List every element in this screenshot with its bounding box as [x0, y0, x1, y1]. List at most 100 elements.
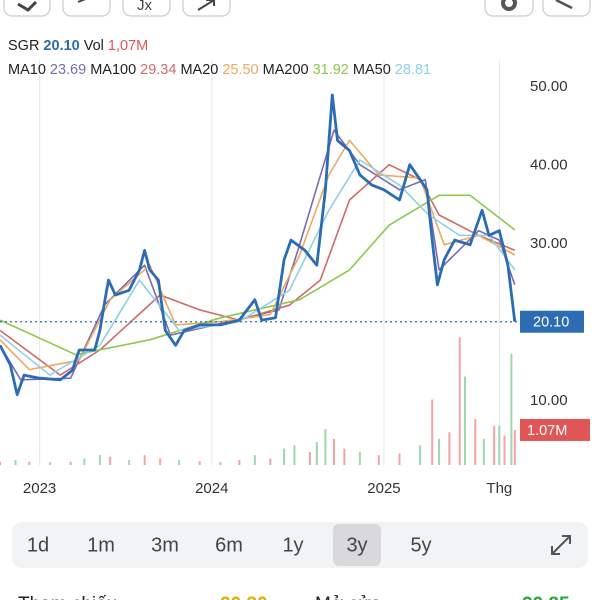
volume-bar — [498, 425, 501, 465]
ma-value: 25.50 — [222, 62, 259, 78]
ma-header: MA10 23.69 MA100 29.34 MA20 25.50 MA200 31.92 MA… — [8, 62, 435, 78]
volume-tag-label: 1.07M — [527, 423, 567, 439]
icon — [197, 0, 215, 11]
volume-bar — [315, 442, 318, 465]
ma-name: MA10 — [8, 62, 46, 78]
volume-bar — [503, 435, 506, 465]
volume-bar — [333, 438, 336, 465]
toolbar — [3, 0, 591, 17]
volume-bar — [458, 337, 461, 465]
volume-bar — [253, 455, 256, 465]
footer-label: Mở cửa — [315, 594, 382, 600]
y-tick-label: 10.00 — [530, 392, 568, 409]
ma-line — [0, 139, 516, 371]
volume-bar — [269, 458, 272, 465]
volume-bar — [283, 448, 286, 465]
volume-bar — [0, 461, 1, 465]
price: 20.10 — [43, 38, 80, 54]
volume-bar — [474, 419, 477, 465]
expand-button[interactable] — [551, 535, 571, 555]
icon — [77, 0, 86, 3]
symbol: SGR — [8, 38, 40, 54]
ma-name: MA20 — [180, 62, 219, 78]
x-tick-label: 2023 — [23, 480, 56, 497]
range-button[interactable]: 1y — [282, 534, 303, 556]
range-button[interactable]: 1d — [27, 534, 49, 556]
x-tick-label: Thg — [486, 480, 512, 497]
volume-bar — [377, 455, 380, 465]
ma-line — [0, 163, 516, 376]
tool-button[interactable] — [182, 0, 231, 17]
volume-bar — [14, 460, 17, 465]
volume-bar — [128, 460, 131, 465]
tool-button[interactable] — [62, 0, 111, 17]
vol-label: Vol — [83, 38, 104, 54]
icon — [17, 0, 38, 12]
ma-line — [0, 159, 516, 376]
volume-bar — [219, 461, 222, 465]
volume-bar — [69, 461, 72, 465]
range-bar — [12, 522, 588, 568]
ma-value: 31.92 — [312, 62, 349, 78]
ma-name: MA50 — [352, 62, 391, 78]
price-tag-label: 20.10 — [533, 315, 569, 331]
volume-bar — [463, 376, 466, 465]
footer-value: 20.85 — [522, 594, 570, 600]
x-tick-label: 2025 — [367, 480, 400, 497]
volume-bar — [28, 461, 31, 465]
volume-bar — [293, 445, 296, 465]
icon — [555, 0, 573, 10]
ma-value: 23.69 — [49, 62, 87, 78]
ma-value: 28.81 — [394, 62, 432, 78]
volume-bar — [510, 353, 513, 465]
volume-bar — [431, 399, 434, 465]
share-button[interactable] — [542, 0, 591, 17]
volume-bar — [308, 451, 311, 465]
volume-bar — [109, 456, 112, 465]
volume-bar — [324, 428, 327, 465]
y-tick-label: 50.00 — [530, 78, 568, 95]
ma-line — [0, 194, 516, 356]
ma-value: 29.34 — [140, 62, 177, 78]
y-tick-label: 30.00 — [530, 235, 568, 252]
price-line — [0, 93, 517, 397]
volume-bar — [419, 445, 422, 465]
volume-bar — [448, 432, 451, 465]
volume-bar — [159, 458, 162, 465]
volume-bar — [83, 458, 86, 465]
x-tick-label: 2024 — [195, 480, 228, 497]
volume-bar — [482, 438, 485, 465]
tool-label: Jx — [137, 0, 153, 14]
range-selected — [333, 524, 381, 566]
range-button[interactable]: 1m — [87, 534, 115, 556]
icon — [501, 0, 517, 11]
range-button[interactable]: 3y — [346, 534, 367, 556]
volume-bar — [143, 455, 146, 465]
range-button[interactable]: 6m — [215, 534, 243, 556]
volume-bar — [398, 453, 401, 465]
volume-bar — [493, 425, 496, 465]
volume-bar — [513, 429, 516, 465]
y-tick-label: 40.00 — [530, 156, 568, 173]
volume: 1,07M — [107, 38, 149, 54]
volume-bar — [198, 461, 201, 465]
range-button[interactable]: 5y — [410, 534, 431, 556]
ma-name: MA200 — [262, 62, 309, 78]
tool-button[interactable] — [122, 0, 171, 17]
volume-bar — [48, 462, 51, 465]
ma-name: MA100 — [90, 62, 137, 78]
volume-bar — [343, 448, 346, 465]
ma-line — [0, 129, 516, 381]
volume-bar — [98, 455, 101, 465]
range-button[interactable]: 3m — [151, 534, 179, 556]
footer-value: 20.80 — [220, 594, 268, 600]
volume-tag — [520, 418, 590, 441]
volume-bar — [238, 460, 241, 465]
settings-button[interactable] — [484, 0, 534, 17]
tool-button[interactable] — [3, 0, 51, 17]
price-tag — [520, 310, 584, 333]
volume-bar — [178, 460, 181, 465]
volume-bar — [358, 451, 361, 465]
